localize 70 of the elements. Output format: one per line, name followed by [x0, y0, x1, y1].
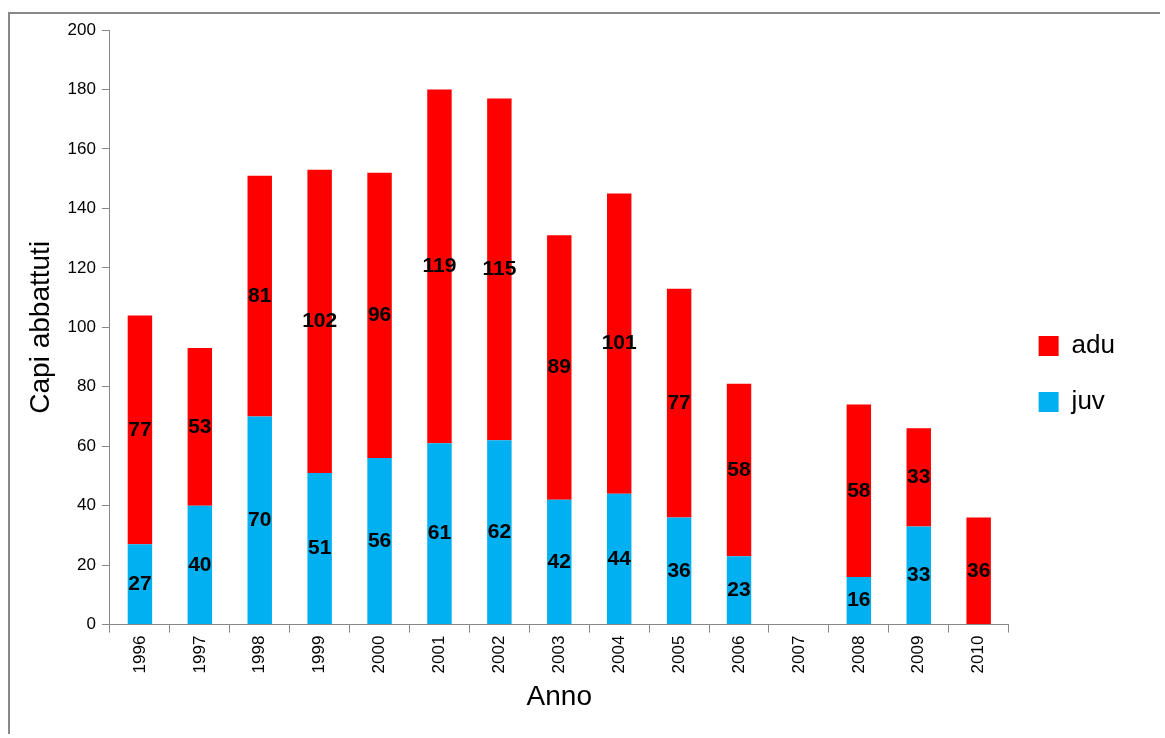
x-tick-label: 2009 — [908, 635, 928, 674]
data-label: 70 — [248, 507, 272, 531]
x-tick-label: 2008 — [848, 635, 868, 674]
x-tick-label: 2003 — [548, 635, 568, 674]
bar — [127, 315, 153, 545]
x-tick-label: 2004 — [608, 635, 628, 674]
data-label: 16 — [847, 587, 871, 611]
bar — [367, 172, 392, 459]
data-label: 36 — [667, 557, 691, 581]
data-label: 96 — [367, 302, 392, 326]
y-tick-label: 160 — [67, 138, 96, 158]
x-axis-title: Anno — [526, 679, 592, 711]
bar — [726, 383, 752, 557]
data-label: 62 — [487, 518, 512, 542]
data-label: 53 — [188, 413, 212, 437]
y-tick-label: 120 — [67, 257, 96, 277]
data-label: 44 — [607, 545, 632, 569]
bar — [307, 472, 332, 625]
x-tick-label: 2001 — [429, 635, 449, 674]
y-tick-label: 60 — [77, 435, 96, 455]
bar — [966, 517, 991, 625]
data-label: 40 — [188, 551, 212, 575]
y-tick-label: 200 — [67, 19, 96, 39]
x-tick-label: 2006 — [728, 635, 748, 674]
legend-label: juv — [1070, 385, 1105, 416]
bar — [846, 404, 872, 578]
x-tick-label: 2000 — [369, 635, 389, 674]
bar — [547, 499, 572, 625]
bar — [666, 288, 692, 518]
bar — [487, 440, 512, 625]
bar — [187, 348, 213, 506]
y-axis-title: Capi abbattuti — [23, 240, 55, 414]
data-label: 77 — [128, 416, 152, 440]
y-tick-label: 140 — [67, 198, 96, 218]
data-label: 23 — [727, 576, 751, 600]
data-label: 77 — [667, 389, 691, 413]
x-tick-label: 1996 — [129, 635, 149, 674]
data-label: 33 — [907, 464, 931, 488]
data-label: 42 — [547, 548, 571, 572]
data-label: 27 — [128, 570, 152, 594]
y-tick-label: 180 — [67, 79, 96, 99]
bar — [606, 493, 632, 625]
bar — [247, 175, 272, 417]
bar — [187, 505, 213, 625]
data-label: 58 — [727, 456, 752, 480]
x-tick-label: 2005 — [668, 635, 688, 674]
x-tick-label: 1998 — [249, 635, 269, 674]
y-tick-label: 40 — [77, 495, 96, 515]
bar — [547, 235, 572, 500]
bar — [367, 458, 392, 625]
data-label: 51 — [307, 535, 332, 559]
y-tick-label: 100 — [67, 316, 96, 336]
data-label: 33 — [907, 562, 931, 586]
x-tick-label: 1997 — [189, 635, 209, 674]
x-tick-label: 1999 — [309, 635, 329, 674]
data-label: 61 — [427, 520, 452, 544]
y-tick-label: 80 — [77, 376, 96, 396]
x-tick-label: 2002 — [489, 635, 509, 674]
x-tick-label: 2007 — [788, 635, 808, 674]
y-tick-label: 0 — [86, 614, 96, 634]
data-label: 36 — [966, 557, 991, 581]
legend-label: adu — [1071, 329, 1116, 360]
bar — [247, 416, 272, 625]
bar — [427, 443, 452, 625]
data-label: 56 — [367, 527, 392, 551]
y-tick-label: 20 — [77, 554, 96, 574]
data-label: 58 — [847, 477, 871, 501]
x-tick-label: 2010 — [968, 635, 988, 674]
data-label: 89 — [547, 354, 571, 378]
data-label: 81 — [248, 282, 272, 306]
